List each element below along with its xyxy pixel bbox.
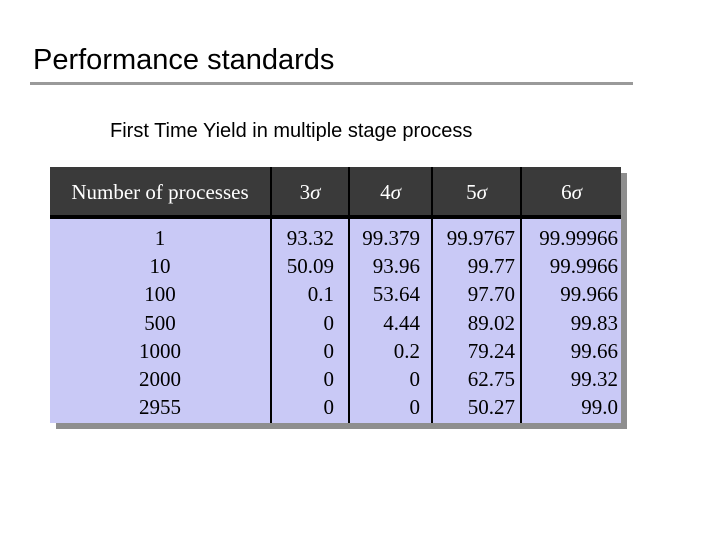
table-cell: 62.75 (467, 367, 515, 392)
column-4-sigma: 99.379 93.96 53.64 4.44 0.2 0 0 (350, 224, 420, 421)
sigma-symbol: σ (390, 180, 401, 204)
table-cell: 0.1 (307, 282, 334, 307)
table-cell: 99.379 (362, 226, 420, 250)
column-6-sigma: 99.99966 99.9966 99.966 99.83 99.66 99.3… (522, 224, 618, 421)
table-cell: 0 (323, 367, 335, 392)
column-5-sigma: 99.9767 99.77 97.70 89.02 79.24 62.75 50… (433, 224, 515, 421)
table-body (50, 219, 621, 423)
table-cell: 99.9966 (549, 254, 618, 279)
header-6-sigma: 6σ (561, 180, 582, 204)
table-cell: 0 (323, 395, 335, 420)
slide-title: Performance standards (33, 44, 335, 76)
table-cell: 99.66 (570, 338, 618, 363)
sigma-symbol: σ (310, 180, 321, 204)
table-cell: 1000 (139, 338, 181, 363)
table-cell: 2000 (139, 367, 181, 392)
table-header-row (50, 167, 621, 215)
table-cell: 99.0 (581, 395, 618, 420)
header-4-sigma: 4σ (380, 180, 401, 204)
column-3-sigma: 93.32 50.09 0.1 0 0 0 0 (272, 224, 334, 421)
table-cell: 50.27 (467, 395, 515, 420)
column-divider (520, 167, 522, 423)
table-cell: 50.09 (286, 254, 334, 279)
table-cell: 0 (409, 395, 421, 420)
table-cell: 99.83 (570, 310, 618, 335)
table-cell: 99.77 (467, 254, 515, 279)
table-cell: 79.24 (467, 338, 515, 363)
table-cell: 93.32 (286, 226, 334, 250)
sigma-symbol: σ (476, 180, 487, 204)
sigma-symbol: σ (571, 180, 582, 204)
header-5-sigma: 5σ (466, 180, 487, 204)
table-cell: 10 (149, 254, 171, 279)
table-cell: 99.99966 (539, 226, 618, 250)
table-cell: 0 (323, 338, 335, 363)
table-cell: 2955 (139, 395, 181, 420)
column-divider (348, 167, 350, 423)
table-cell: 0 (409, 367, 421, 392)
table-cell: 99.9767 (446, 226, 515, 250)
table-cell: 1 (154, 226, 166, 250)
table-cell: 89.02 (467, 310, 515, 335)
table-cell: 53.64 (372, 282, 420, 307)
header-processes: Number of processes (71, 180, 249, 204)
header-3-sigma: 3σ (299, 180, 321, 204)
table-cell: 500 (144, 310, 176, 335)
slide-subtitle: First Time Yield in multiple stage proce… (110, 120, 473, 142)
table-cell: 93.96 (372, 254, 420, 279)
column-divider (431, 167, 433, 423)
yield-table: Number of processes 3σ 4σ 5σ 6σ 1 10 100… (50, 167, 621, 423)
table-cell: 4.44 (383, 310, 420, 335)
title-underline (30, 82, 633, 85)
column-divider (270, 167, 272, 423)
table-cell: 99.966 (560, 282, 618, 307)
table-cell: 99.32 (570, 367, 618, 392)
table-cell: 0.2 (393, 338, 420, 363)
table-cell: 97.70 (467, 282, 515, 307)
table-cell: 0 (323, 310, 335, 335)
table-cell: 100 (144, 282, 176, 307)
column-processes: 1 10 100 500 1000 2000 2955 (50, 224, 270, 421)
